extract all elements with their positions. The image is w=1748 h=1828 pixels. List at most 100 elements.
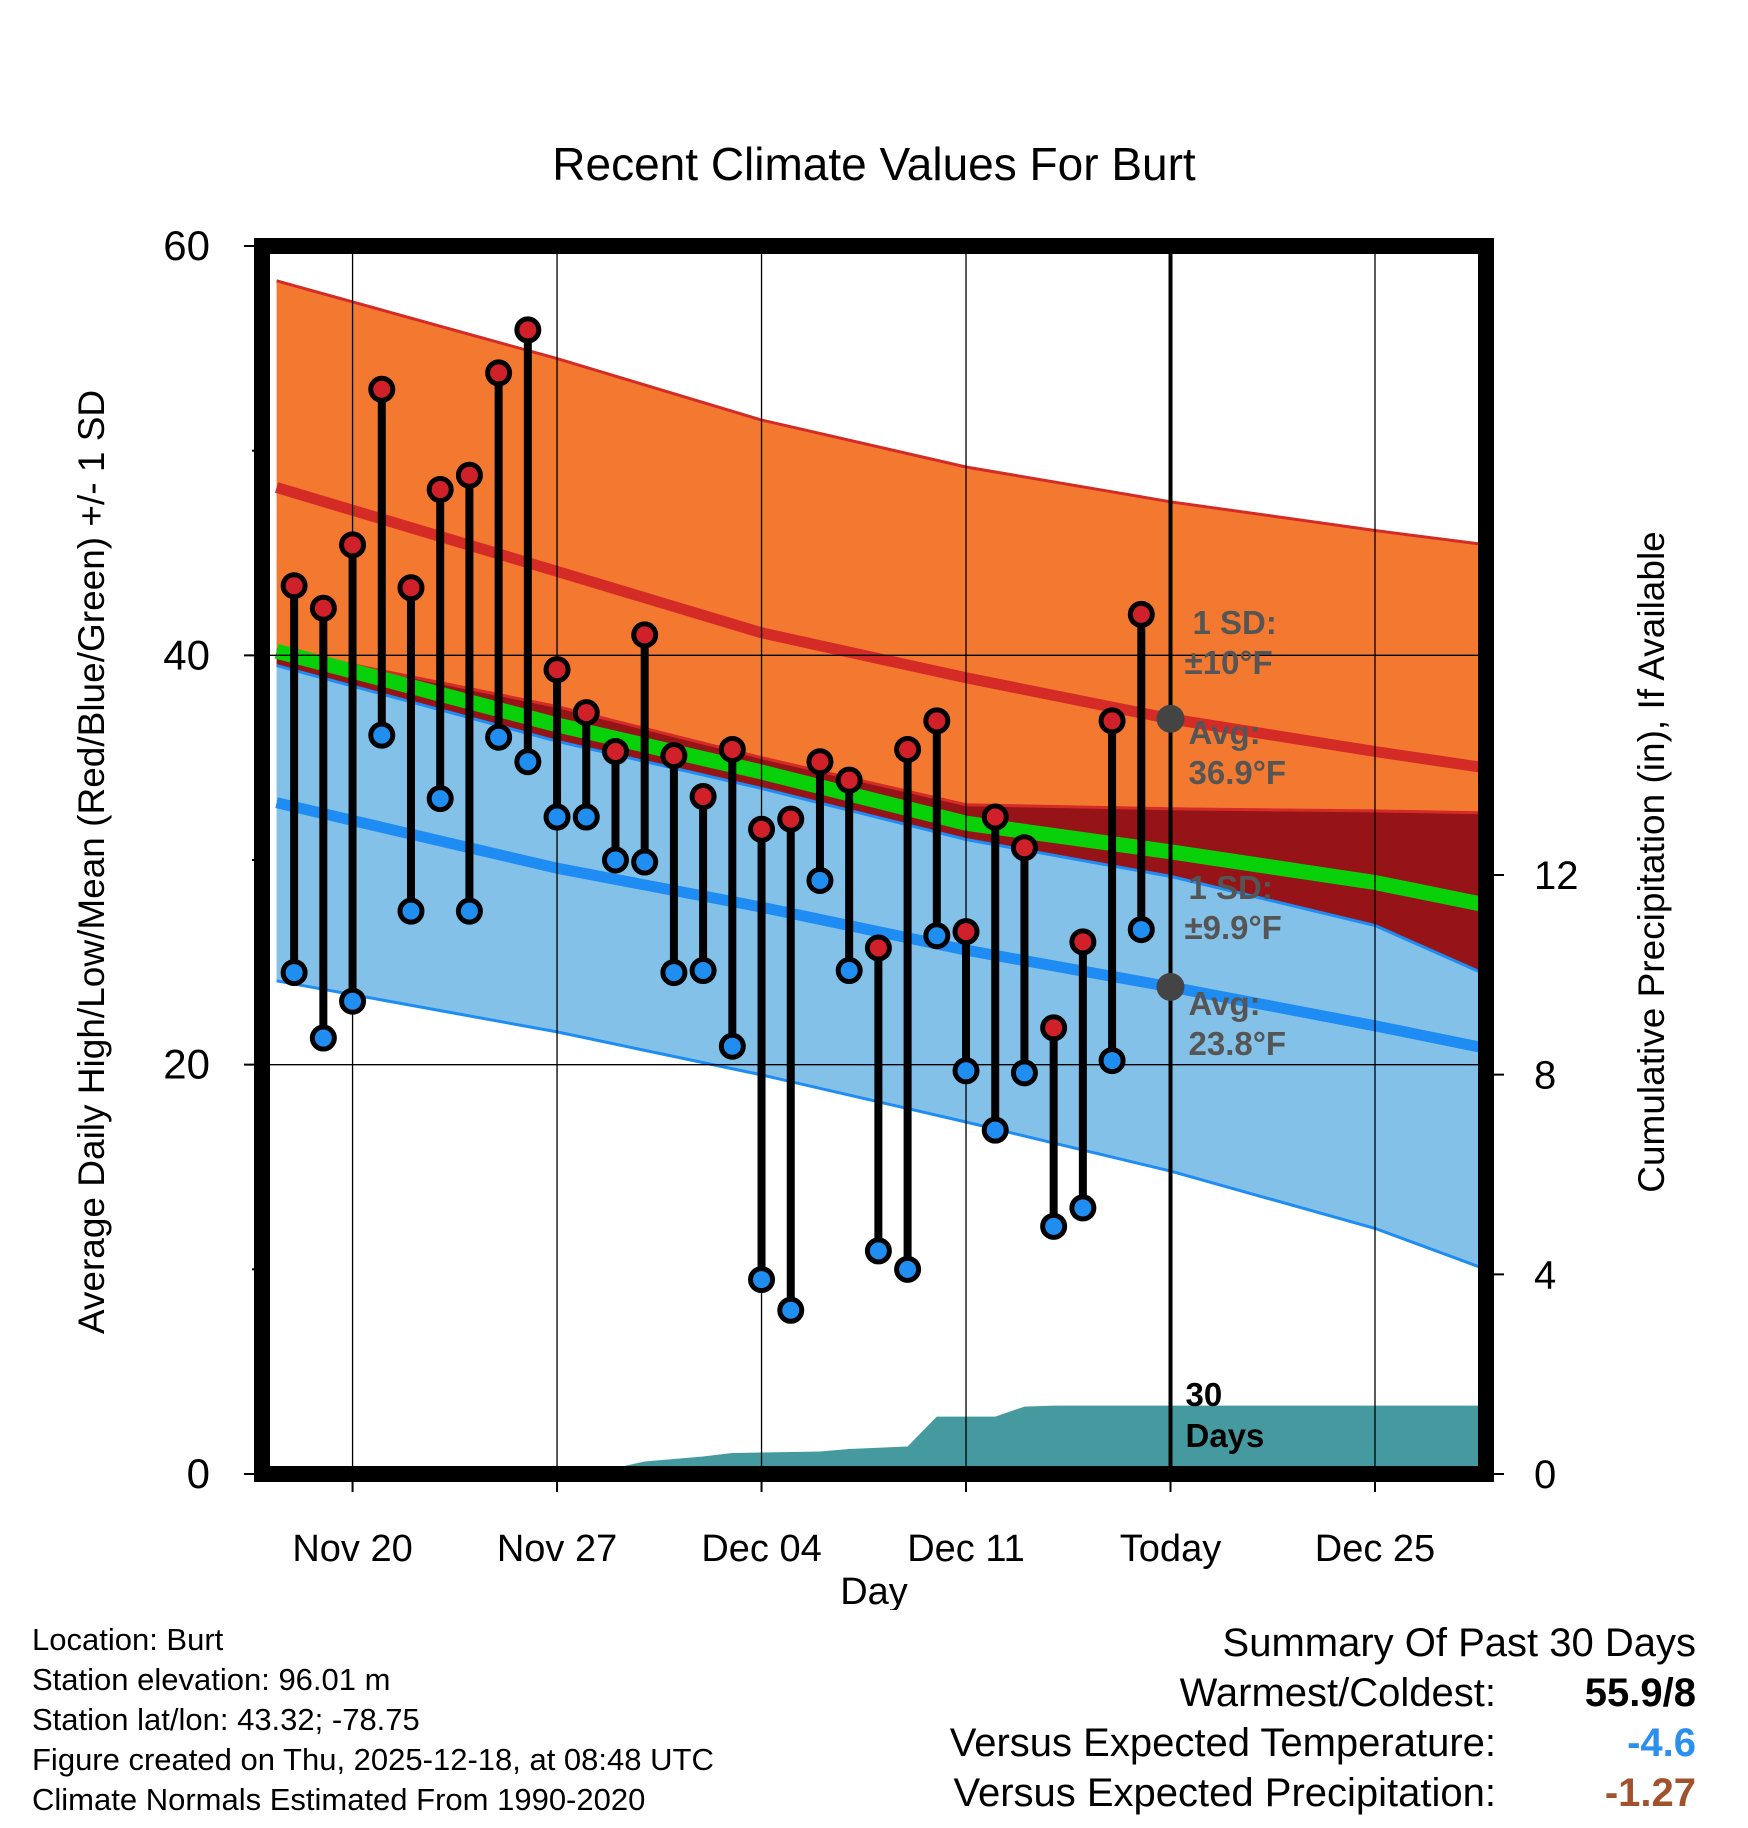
- daily-low-point: [777, 1296, 805, 1324]
- daily-low-point: [748, 1266, 776, 1294]
- daily-low-point: [426, 785, 454, 813]
- summary-panel: Summary Of Past 30 Days Warmest/Coldest:…: [950, 1618, 1696, 1818]
- y2-axis-title: Cumulative Precipitation (in), If Availa…: [1631, 531, 1672, 1193]
- daily-low-point: [1069, 1194, 1097, 1222]
- precip-label: Versus Expected Precipitation:: [953, 1771, 1496, 1815]
- x-axis-title: Day: [840, 1571, 908, 1610]
- daily-high-point: [631, 621, 659, 649]
- daily-low-point: [660, 959, 688, 987]
- daily-high-point: [339, 531, 367, 559]
- y2-tick-label: 4: [1534, 1253, 1556, 1297]
- y-axis-labels: 0 20 40 60: [163, 222, 210, 1497]
- y-tick-label: 0: [187, 1450, 210, 1497]
- daily-high-point: [543, 656, 571, 684]
- days-count-label: 30: [1186, 1376, 1223, 1413]
- x-tick-label: Nov 27: [497, 1528, 617, 1570]
- daily-low-point: [631, 848, 659, 876]
- daily-high-point: [660, 742, 688, 770]
- y-tick-label: 60: [163, 222, 210, 269]
- today-low-avg-marker: [1156, 972, 1185, 1001]
- daily-high-point: [368, 375, 396, 403]
- x-tick-label: Dec 11: [907, 1528, 1025, 1570]
- daily-low-point: [280, 959, 308, 987]
- high-sd-label: 1 SD:: [1193, 604, 1277, 641]
- daily-high-point: [426, 476, 454, 504]
- daily-low-point: [339, 987, 367, 1015]
- annotations: 1 SD: ±10°F Avg: 36.9°F 1 SD: ±9.9°F Avg…: [1185, 604, 1287, 1454]
- location-text: Location: Burt: [32, 1622, 224, 1657]
- daily-low-point: [864, 1237, 892, 1265]
- high-avg-label: Avg:: [1189, 714, 1261, 751]
- elevation-text: Station elevation: 96.01 m: [32, 1662, 391, 1697]
- daily-high-point: [1127, 600, 1155, 628]
- daily-low-point: [455, 897, 483, 925]
- high-sd-band: [276, 280, 1486, 813]
- daily-high-point: [455, 461, 483, 489]
- climate-chart: Recent Climate Values For Burt Nov 20 Nov…: [71, 138, 1672, 1610]
- daily-low-point: [1127, 916, 1155, 944]
- x-tick-label: Dec 25: [1315, 1528, 1435, 1570]
- daily-high-point: [952, 918, 980, 946]
- daily-low-point: [601, 846, 629, 874]
- high-avg-value: 36.9°F: [1189, 754, 1287, 791]
- low-sd-label: 1 SD:: [1189, 869, 1273, 906]
- daily-range-bars: [280, 316, 1155, 1324]
- precip-value: -1.27: [1604, 1771, 1696, 1815]
- warmest-label: Warmest/Coldest:: [1179, 1671, 1496, 1715]
- daily-high-point: [1040, 1014, 1068, 1042]
- daily-high-point: [689, 783, 717, 811]
- latlon-text: Station lat/lon: 43.32; -78.75: [32, 1702, 420, 1737]
- daily-high-point: [718, 735, 746, 763]
- daily-low-point: [981, 1116, 1009, 1144]
- summary-title: Summary Of Past 30 Days: [1222, 1621, 1696, 1665]
- daily-low-point: [835, 957, 863, 985]
- daily-low-point: [894, 1255, 922, 1283]
- daily-high-point: [397, 574, 425, 602]
- daily-low-point: [689, 957, 717, 985]
- y-axis-title: Average Daily High/Low/Mean (Red/Blue/Gr…: [71, 390, 112, 1334]
- daily-high-point: [1010, 834, 1038, 862]
- daily-high-point: [309, 594, 337, 622]
- x-tick-label: Today: [1120, 1528, 1221, 1570]
- daily-high-point: [514, 316, 542, 344]
- daily-low-point: [572, 803, 600, 831]
- plot-frame: [254, 238, 1494, 1482]
- low-avg-label: Avg:: [1189, 985, 1261, 1022]
- days-word-label: Days: [1186, 1417, 1265, 1454]
- daily-low-point: [368, 721, 396, 749]
- x-tick-label: Nov 20: [292, 1528, 412, 1570]
- warmest-value: 55.9/8: [1584, 1671, 1696, 1715]
- daily-high-point: [894, 735, 922, 763]
- daily-low-point: [806, 866, 834, 894]
- created-text: Figure created on Thu, 2025-12-18, at 08…: [32, 1742, 714, 1777]
- low-avg-value: 23.8°F: [1189, 1025, 1287, 1062]
- daily-low-point: [1040, 1212, 1068, 1240]
- daily-high-point: [601, 738, 629, 766]
- today-high-avg-marker: [1156, 704, 1185, 733]
- daily-low-point: [309, 1024, 337, 1052]
- daily-high-point: [777, 805, 805, 833]
- high-sd-value: ±10°F: [1185, 644, 1273, 681]
- today-markers: [1156, 704, 1185, 1001]
- low-sd-value: ±9.9°F: [1185, 909, 1282, 946]
- y-tick-label: 40: [163, 631, 210, 678]
- temp-row: Versus Expected Temperature: -4.6: [950, 1718, 1696, 1768]
- daily-high-point: [923, 707, 951, 735]
- precip-row: Versus Expected Precipitation: -1.27: [950, 1768, 1696, 1818]
- daily-high-point: [835, 766, 863, 794]
- daily-high-point: [806, 748, 834, 776]
- daily-low-point: [952, 1057, 980, 1085]
- daily-low-point: [923, 922, 951, 950]
- daily-low-point: [514, 748, 542, 776]
- daily-high-point: [864, 934, 892, 962]
- daily-high-point: [1098, 707, 1126, 735]
- y2-tick-label: 0: [1534, 1453, 1556, 1497]
- daily-high-point: [280, 572, 308, 600]
- daily-high-point: [748, 815, 776, 843]
- station-info: Location: Burt Station elevation: 96.01 …: [32, 1620, 714, 1820]
- chart-title: Recent Climate Values For Burt: [552, 138, 1196, 190]
- y-tick-label: 20: [163, 1041, 210, 1088]
- temp-label: Versus Expected Temperature:: [949, 1721, 1496, 1765]
- y2-tick-label: 8: [1534, 1054, 1556, 1098]
- daily-high-point: [485, 359, 513, 387]
